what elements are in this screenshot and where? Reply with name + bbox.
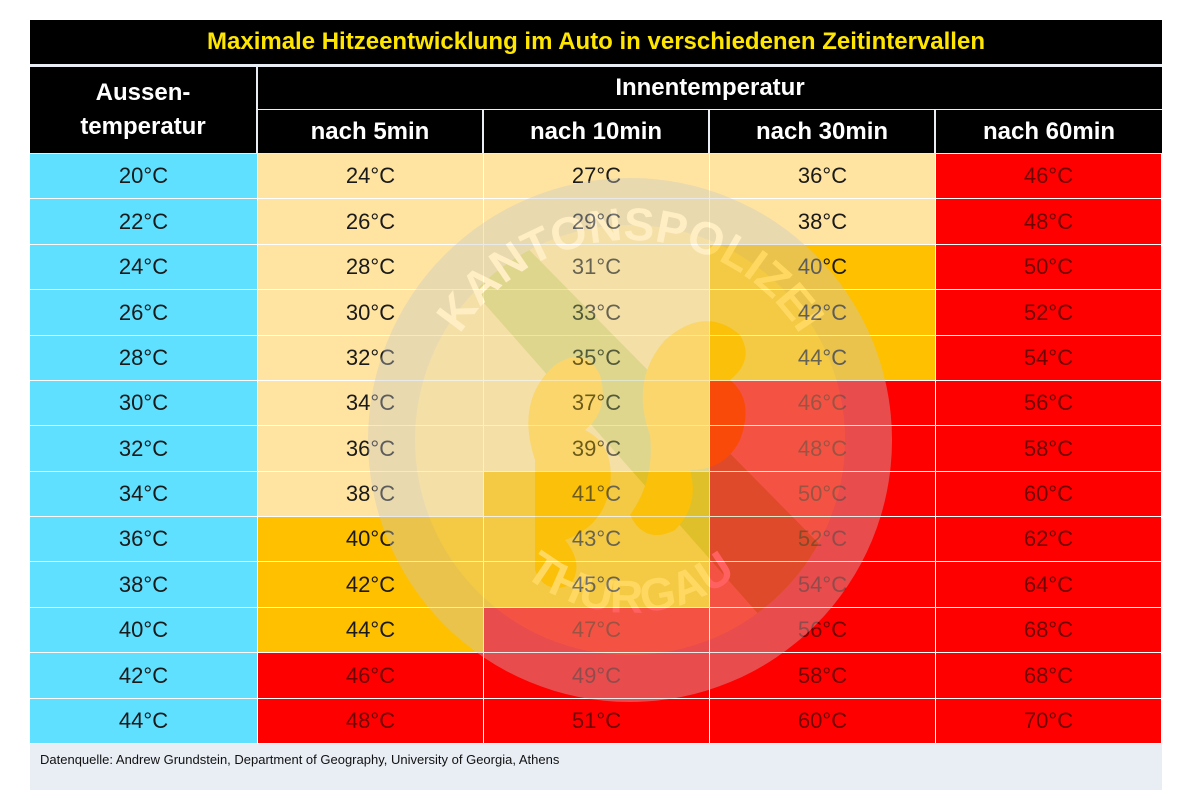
inside-temperature-cell: 24°C xyxy=(258,154,484,199)
outside-temperature-cell: 30°C xyxy=(30,381,258,426)
inside-temperature-cell: 32°C xyxy=(258,336,484,381)
inside-temperature-cell: 31°C xyxy=(484,245,710,290)
outside-temperature-cell: 36°C xyxy=(30,517,258,562)
inside-temperature-cell: 41°C xyxy=(484,472,710,517)
outside-temperature-cell: 42°C xyxy=(30,653,258,699)
inside-temperature-cell: 46°C xyxy=(258,653,484,699)
temperature-grid: 20°C 24°C 27°C 36°C 46°C 22°C 26°C 29°C 38°C 48°C… xyxy=(30,154,1162,744)
inside-temperature-cell: 68°C xyxy=(936,608,1162,653)
inside-temperature-cell: 40°C xyxy=(710,245,936,290)
inside-temperature-cell: 58°C xyxy=(710,653,936,699)
inside-temperature-cell: 36°C xyxy=(258,426,484,472)
inside-temperature-cell: 48°C xyxy=(936,199,1162,245)
inside-temperature-cell: 52°C xyxy=(936,290,1162,336)
inside-temperature-cell: 60°C xyxy=(710,699,936,744)
inside-temperature-cell: 62°C xyxy=(936,517,1162,562)
inside-temperature-cell: 27°C xyxy=(484,154,710,199)
inside-temperature-cell: 48°C xyxy=(710,426,936,472)
header-outside-line2: temperatur xyxy=(80,113,206,140)
header-col-5min: nach 5min xyxy=(258,110,482,153)
inside-temperature-cell: 49°C xyxy=(484,653,710,699)
inside-temperature-cell: 54°C xyxy=(710,562,936,608)
inside-temperature-cell: 68°C xyxy=(936,653,1162,699)
inside-temperature-cell: 34°C xyxy=(258,381,484,426)
outside-temperature-cell: 28°C xyxy=(30,336,258,381)
outside-temperature-cell: 40°C xyxy=(30,608,258,653)
inside-temperature-cell: 29°C xyxy=(484,199,710,245)
source-note: Datenquelle: Andrew Grundstein, Departme… xyxy=(40,752,560,767)
header-outside-temperature: Aussen- temperatur xyxy=(30,67,256,153)
inside-temperature-cell: 42°C xyxy=(258,562,484,608)
inside-temperature-cell: 35°C xyxy=(484,336,710,381)
header-outside-line1: Aussen- xyxy=(95,79,191,106)
inside-temperature-cell: 46°C xyxy=(936,154,1162,199)
outside-temperature-cell: 20°C xyxy=(30,154,258,199)
inside-temperature-cell: 38°C xyxy=(258,472,484,517)
inside-temperature-cell: 52°C xyxy=(710,517,936,562)
table-frame: Maximale Hitzeentwicklung im Auto in ver… xyxy=(30,20,1162,790)
header-inside-temperature: Innentemperatur xyxy=(258,67,1162,109)
inside-temperature-cell: 50°C xyxy=(936,245,1162,290)
inside-temperature-cell: 42°C xyxy=(710,290,936,336)
inside-temperature-cell: 51°C xyxy=(484,699,710,744)
inside-temperature-cell: 43°C xyxy=(484,517,710,562)
inside-temperature-cell: 64°C xyxy=(936,562,1162,608)
inside-temperature-cell: 70°C xyxy=(936,699,1162,744)
inside-temperature-cell: 28°C xyxy=(258,245,484,290)
inside-temperature-cell: 44°C xyxy=(710,336,936,381)
outside-temperature-cell: 24°C xyxy=(30,245,258,290)
outside-temperature-cell: 44°C xyxy=(30,699,258,744)
inside-temperature-cell: 44°C xyxy=(258,608,484,653)
outside-temperature-cell: 22°C xyxy=(30,199,258,245)
inside-temperature-cell: 36°C xyxy=(710,154,936,199)
inside-temperature-cell: 48°C xyxy=(258,699,484,744)
inside-temperature-cell: 60°C xyxy=(936,472,1162,517)
inside-temperature-cell: 58°C xyxy=(936,426,1162,472)
outside-temperature-cell: 34°C xyxy=(30,472,258,517)
inside-temperature-cell: 26°C xyxy=(258,199,484,245)
inside-temperature-cell: 38°C xyxy=(710,199,936,245)
outside-temperature-cell: 26°C xyxy=(30,290,258,336)
inside-temperature-cell: 47°C xyxy=(484,608,710,653)
inside-temperature-cell: 39°C xyxy=(484,426,710,472)
inside-temperature-cell: 56°C xyxy=(710,608,936,653)
inside-temperature-cell: 30°C xyxy=(258,290,484,336)
outside-temperature-cell: 32°C xyxy=(30,426,258,472)
inside-temperature-cell: 54°C xyxy=(936,336,1162,381)
inside-temperature-cell: 33°C xyxy=(484,290,710,336)
header-col-10min: nach 10min xyxy=(484,110,708,153)
inside-temperature-cell: 46°C xyxy=(710,381,936,426)
header-col-60min: nach 60min xyxy=(936,110,1162,153)
inside-temperature-cell: 45°C xyxy=(484,562,710,608)
inside-temperature-cell: 56°C xyxy=(936,381,1162,426)
header-col-30min: nach 30min xyxy=(710,110,934,153)
page-title: Maximale Hitzeentwicklung im Auto in ver… xyxy=(30,20,1162,64)
outside-temperature-cell: 38°C xyxy=(30,562,258,608)
inside-temperature-cell: 50°C xyxy=(710,472,936,517)
inside-temperature-cell: 37°C xyxy=(484,381,710,426)
inside-temperature-cell: 40°C xyxy=(258,517,484,562)
